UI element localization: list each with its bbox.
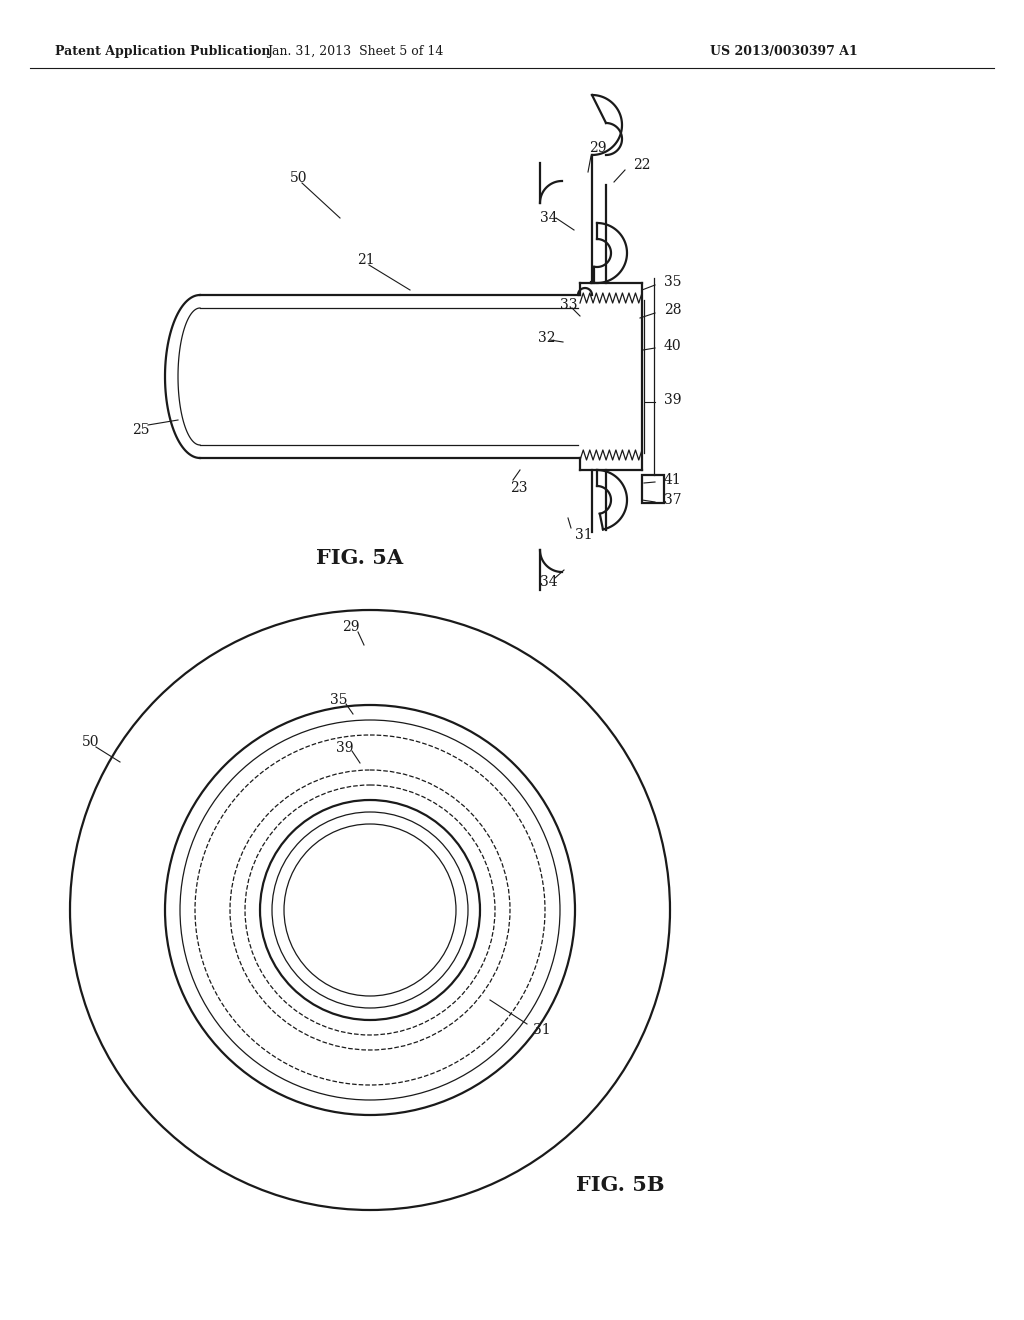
Text: 31: 31: [534, 1023, 551, 1038]
Text: Jan. 31, 2013  Sheet 5 of 14: Jan. 31, 2013 Sheet 5 of 14: [267, 45, 443, 58]
Text: 23: 23: [510, 480, 527, 495]
Text: 39: 39: [336, 741, 353, 755]
Bar: [642, 475, 664, 503]
Text: 32: 32: [538, 331, 555, 345]
Text: FIG. 5A: FIG. 5A: [316, 548, 403, 568]
Text: 29: 29: [342, 620, 359, 634]
Text: 37: 37: [664, 492, 682, 507]
Text: 21: 21: [357, 253, 375, 267]
Text: 31: 31: [575, 528, 593, 543]
Text: 33: 33: [560, 298, 578, 312]
Text: 35: 35: [664, 275, 682, 289]
Text: 29: 29: [589, 141, 606, 154]
Text: 25: 25: [132, 422, 150, 437]
Text: 35: 35: [330, 693, 347, 708]
Text: 50: 50: [82, 735, 99, 748]
Text: FIG. 5B: FIG. 5B: [575, 1175, 665, 1195]
Text: 50: 50: [290, 172, 307, 185]
Text: 40: 40: [664, 339, 682, 352]
Text: Patent Application Publication: Patent Application Publication: [55, 45, 270, 58]
Text: 22: 22: [633, 158, 650, 172]
Text: 39: 39: [664, 393, 682, 407]
Text: 34: 34: [540, 576, 558, 589]
Text: 28: 28: [664, 304, 682, 317]
Text: US 2013/0030397 A1: US 2013/0030397 A1: [710, 45, 858, 58]
Text: 34: 34: [540, 211, 558, 224]
Text: 41: 41: [664, 473, 682, 487]
